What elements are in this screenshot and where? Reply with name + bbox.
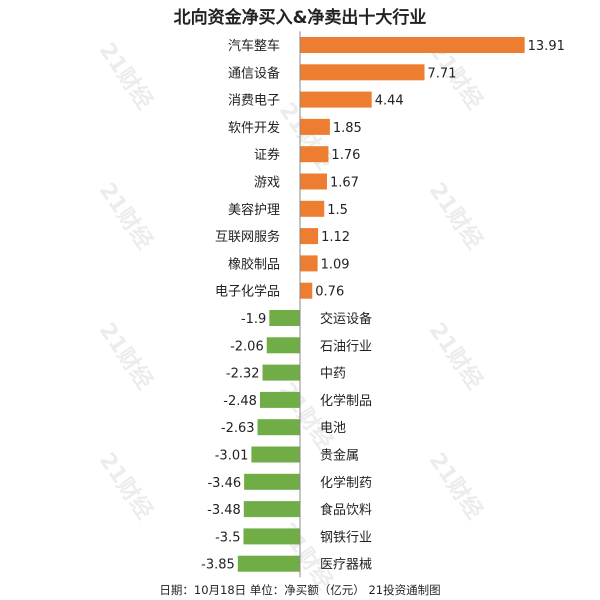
data-label: 1.09 bbox=[321, 257, 350, 272]
data-label: 1.67 bbox=[330, 176, 359, 191]
bar-消费电子 bbox=[300, 91, 372, 108]
bar-互联网服务 bbox=[300, 228, 319, 245]
data-label: -3.85 bbox=[201, 558, 235, 573]
category-label: 通信设备 bbox=[228, 65, 280, 81]
data-label: -1.9 bbox=[241, 312, 266, 327]
bar-橡胶制品 bbox=[300, 255, 318, 272]
category-label: 石油行业 bbox=[320, 339, 372, 354]
bar-食品饮料 bbox=[243, 501, 300, 518]
watermark-text: 21财经 bbox=[274, 98, 338, 174]
watermark-text: 21财经 bbox=[424, 318, 488, 394]
data-label: -3.01 bbox=[215, 449, 249, 464]
category-label: 中药 bbox=[320, 367, 346, 382]
bar-钢铁行业 bbox=[243, 528, 300, 545]
category-label: 互联网服务 bbox=[215, 229, 280, 245]
bar-交运设备 bbox=[269, 310, 300, 326]
data-label: -3.46 bbox=[207, 476, 241, 491]
data-label: -2.06 bbox=[230, 339, 264, 354]
data-label: 0.76 bbox=[315, 285, 344, 300]
bar-汽车整车 bbox=[300, 37, 525, 53]
data-label: -3.5 bbox=[215, 530, 240, 545]
category-label: 汽车整车 bbox=[228, 38, 280, 54]
bar-贵金属 bbox=[251, 446, 300, 463]
category-label: 食品饮料 bbox=[320, 502, 372, 518]
chart-title: 北向资金净买入&净卖出十大行业 bbox=[173, 8, 427, 28]
data-label: -2.48 bbox=[223, 394, 257, 409]
category-label: 化学制药 bbox=[320, 475, 372, 491]
data-label: -3.48 bbox=[207, 503, 241, 518]
data-label: 13.91 bbox=[528, 39, 565, 54]
bar-电子化学品 bbox=[300, 282, 313, 299]
data-label: 1.5 bbox=[327, 203, 348, 218]
category-label: 钢铁行业 bbox=[320, 530, 372, 545]
category-label: 游戏 bbox=[254, 176, 280, 191]
bar-化学制药 bbox=[244, 473, 300, 490]
category-label: 证券 bbox=[254, 147, 280, 163]
bar-证券 bbox=[300, 146, 329, 163]
watermark-text: 21财经 bbox=[274, 378, 338, 454]
category-label: 美容护理 bbox=[228, 202, 280, 218]
bar-软件开发 bbox=[300, 118, 330, 135]
category-label: 交运设备 bbox=[320, 311, 372, 327]
watermark-text: 21财经 bbox=[424, 178, 488, 254]
data-label: 1.76 bbox=[331, 148, 360, 163]
data-label: 1.85 bbox=[333, 121, 362, 136]
watermark-text: 21财经 bbox=[94, 38, 158, 114]
bar-医疗器械 bbox=[237, 555, 300, 572]
category-label: 橡胶制品 bbox=[228, 256, 280, 272]
bar-游戏 bbox=[300, 173, 327, 190]
category-label: 消费电子 bbox=[228, 94, 280, 109]
category-label: 电子化学品 bbox=[215, 284, 280, 300]
bar-化学制品 bbox=[259, 391, 300, 408]
data-label: 7.71 bbox=[428, 66, 457, 81]
category-label: 贵金属 bbox=[320, 448, 359, 464]
watermark-text: 21财经 bbox=[424, 448, 488, 524]
watermark-text: 21财经 bbox=[94, 178, 158, 254]
bar-中药 bbox=[262, 364, 300, 381]
bar-石油行业 bbox=[266, 337, 300, 354]
watermark-text: 21财经 bbox=[94, 318, 158, 394]
data-label: 4.44 bbox=[375, 94, 404, 109]
bar-美容护理 bbox=[300, 200, 325, 217]
bar-通信设备 bbox=[300, 64, 425, 81]
bar-电池 bbox=[257, 419, 300, 436]
category-label: 化学制品 bbox=[320, 393, 372, 409]
data-label: 1.12 bbox=[321, 230, 350, 245]
category-label: 医疗器械 bbox=[320, 558, 372, 573]
watermark-text: 21财经 bbox=[94, 448, 158, 524]
category-label: 软件开发 bbox=[228, 120, 280, 136]
category-label: 电池 bbox=[320, 421, 346, 436]
chart-footer: 日期：10月18日 单位：净买额（亿元） 21投资通制图 bbox=[159, 583, 441, 597]
data-label: -2.63 bbox=[221, 421, 255, 436]
data-label: -2.32 bbox=[226, 367, 260, 382]
